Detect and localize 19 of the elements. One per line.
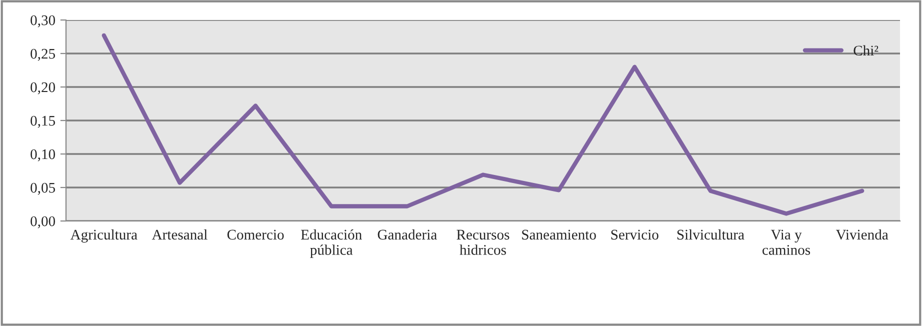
x-tick-label: Servicio [611, 230, 658, 240]
x-tick-label: Silvicultura [677, 229, 744, 240]
x-tick-label: Via y caminos [762, 230, 810, 255]
x-tick-label: Vivienda [836, 229, 888, 240]
x-tick-label: Agricultura [70, 229, 138, 243]
x-tick-label: Ganaderia [378, 229, 437, 240]
x-tick-label: Recursos hidricos [456, 230, 510, 255]
x-tick-label: Saneamiento [522, 230, 596, 240]
legend-label: Chi² [854, 45, 878, 56]
y-tick-label: 0,05 [30, 182, 56, 195]
x-tick-label: Educación pública [301, 229, 362, 258]
y-tick-label: 0,25 [30, 48, 56, 61]
y-tick-label: 0,10 [30, 149, 56, 162]
x-tick-label: Comercio [227, 230, 284, 240]
y-tick-label: 0,00 [30, 216, 56, 228]
x-tick-label: Artesanal [152, 229, 208, 240]
y-tick-label: 0,30 [30, 15, 56, 28]
y-tick-label: 0,15 [30, 116, 56, 128]
y-tick-label: 0,20 [30, 82, 56, 94]
